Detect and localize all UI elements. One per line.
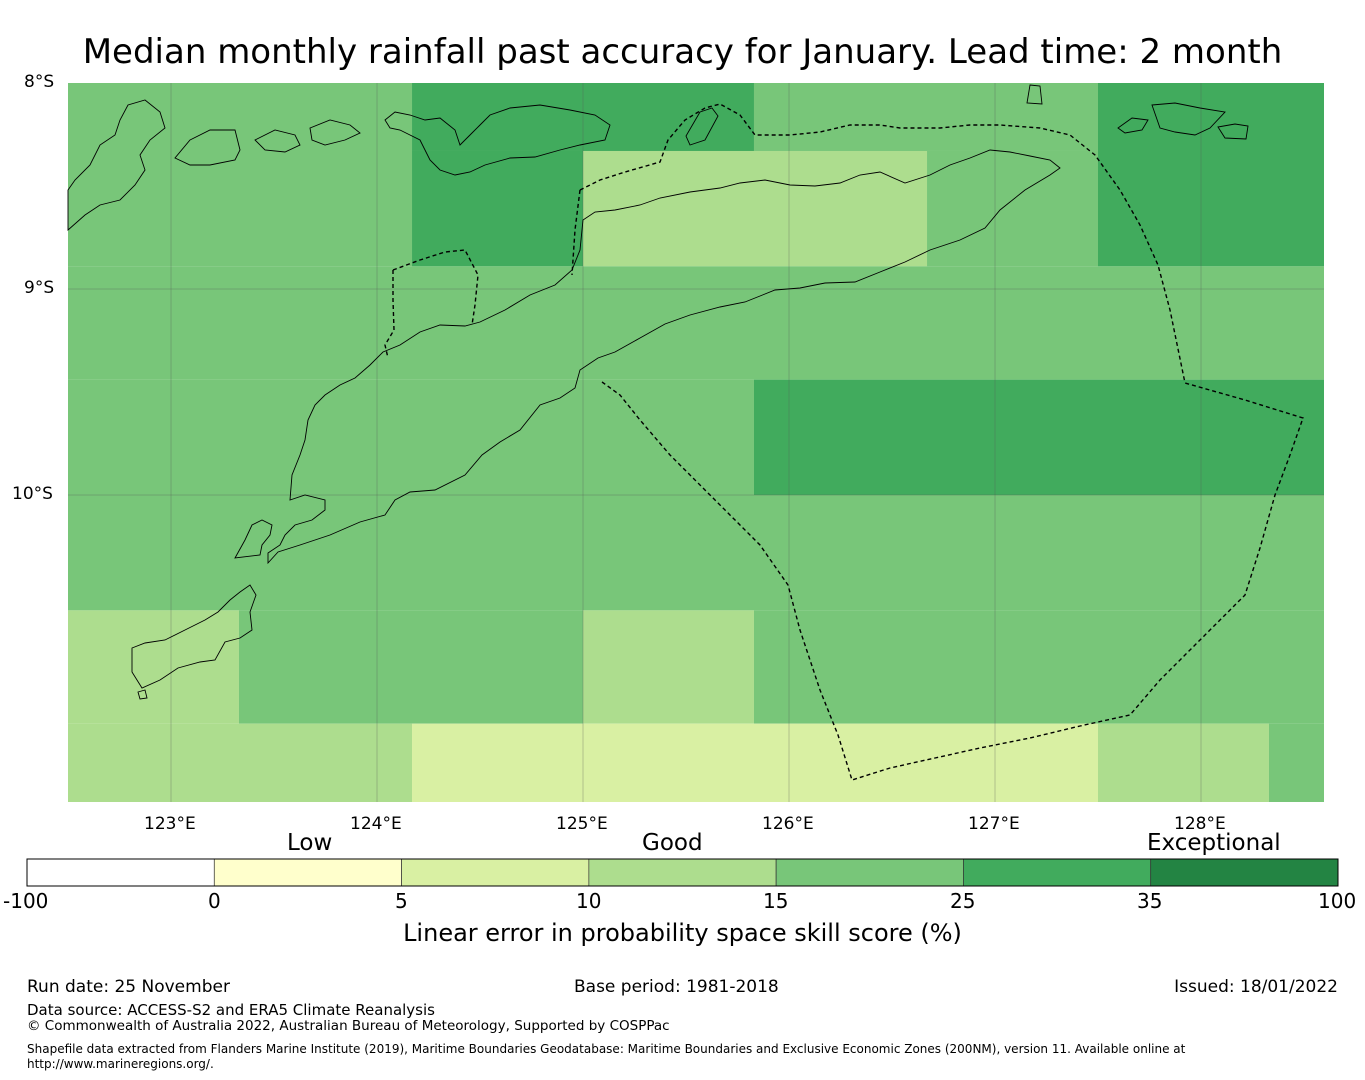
base-period: Base period: 1981-2018	[574, 977, 779, 997]
colorbar-bin	[401, 858, 590, 887]
copyright: © Commonwealth of Australia 2022, Austra…	[27, 1018, 670, 1034]
colorbar-bin	[588, 858, 777, 887]
skill-cell	[583, 150, 928, 267]
lat-label-10s: 10°S	[12, 484, 53, 504]
run-date: Run date: 25 November	[27, 977, 230, 997]
colorbar-tick: 100	[1318, 889, 1357, 913]
leti-coastline	[1117, 117, 1149, 134]
colorbar-tick: 10	[576, 889, 602, 913]
moa-coastline	[1151, 102, 1226, 136]
semau-coastline	[234, 519, 273, 559]
colorbar-category-good: Good	[642, 830, 703, 856]
skill-cell	[927, 150, 1098, 267]
skill-cell	[753, 610, 1324, 724]
atauro-coastline	[685, 107, 719, 146]
colorbar-category-exceptional: Exceptional	[1147, 830, 1281, 856]
skill-cell	[412, 723, 1098, 802]
colorbar-bin	[213, 858, 402, 887]
lon-label-124e: 124°E	[350, 814, 402, 834]
issued-date: Issued: 18/01/2022	[1174, 977, 1338, 997]
colorbar-tick: 5	[395, 889, 408, 913]
skill-cell	[68, 266, 1324, 380]
colorbar-label: Linear error in probability space skill …	[403, 919, 962, 947]
lon-label-128e: 128°E	[1174, 814, 1226, 834]
colorbar-tick: 35	[1137, 889, 1163, 913]
skill-cell	[583, 610, 754, 724]
colorbar-tick: 25	[950, 889, 976, 913]
timor-coastline	[267, 149, 1061, 565]
colorbar-bin	[775, 858, 964, 887]
colorbar-bin	[963, 858, 1152, 887]
skill-cell	[68, 379, 754, 495]
lon-label-126e: 126°E	[762, 814, 814, 834]
skill-cell	[238, 610, 584, 724]
data-source: Data source: ACCESS-S2 and ERA5 Climate …	[27, 1001, 435, 1019]
lat-label-9s: 9°S	[24, 278, 55, 298]
colorbar	[26, 858, 1339, 887]
shapefile-credit-line1: Shapefile data extracted from Flanders M…	[27, 1042, 1186, 1056]
skill-cell	[753, 379, 1324, 495]
flores-coastline	[67, 99, 166, 231]
skill-cell	[1098, 83, 1324, 267]
skill-cell	[1098, 723, 1269, 802]
graticule	[68, 83, 1324, 802]
lon-label-123e: 123°E	[144, 814, 196, 834]
lon-label-125e: 125°E	[556, 814, 608, 834]
colorbar-bin	[1150, 858, 1339, 887]
coastline	[67, 84, 1249, 700]
skill-cell	[68, 610, 239, 724]
eez-boundary-north	[579, 103, 1186, 384]
colorbar-tick: 0	[208, 889, 221, 913]
colorbar-category-low: Low	[287, 830, 333, 856]
lakor-coastline	[1217, 123, 1249, 140]
alor-coastline	[384, 104, 611, 176]
ndao-coastline	[137, 689, 148, 700]
skill-cell	[68, 495, 1324, 611]
colorbar-outline	[26, 858, 1339, 887]
colorbar-tick: -100	[3, 889, 49, 913]
rote-coastline	[131, 584, 257, 689]
shapefile-credit-line2: http://www.marineregions.org/.	[27, 1057, 214, 1071]
colorbar-bin	[26, 858, 215, 887]
adonara-coastline	[254, 129, 301, 153]
lembata-coastline	[174, 129, 241, 166]
eez-boundary-west	[571, 189, 581, 276]
maritime-boundary	[384, 103, 1304, 781]
oecusse-boundary	[392, 249, 479, 326]
colorbar-tick: 15	[763, 889, 789, 913]
lon-label-127e: 127°E	[968, 814, 1020, 834]
skill-grid	[68, 83, 1324, 802]
solor-coastline	[309, 119, 361, 146]
eez-boundary-south	[601, 381, 1304, 781]
skill-cell	[1268, 723, 1324, 802]
map-title: Median monthly rainfall past accuracy fo…	[82, 32, 1283, 72]
lat-label-8s: 8°S	[24, 72, 55, 92]
islet-north	[1026, 84, 1043, 105]
skill-cell	[753, 83, 1098, 151]
skill-cell	[68, 723, 413, 802]
skill-cell	[68, 83, 413, 267]
